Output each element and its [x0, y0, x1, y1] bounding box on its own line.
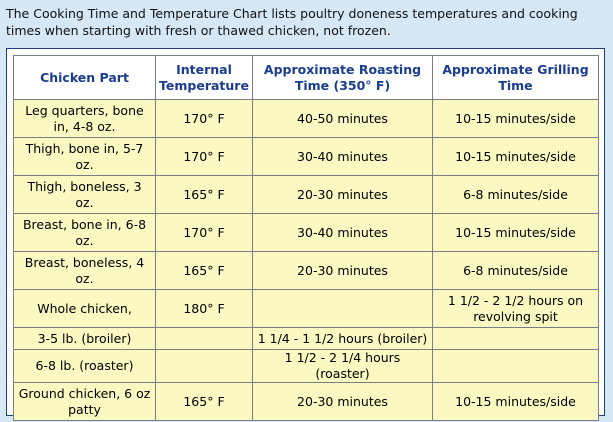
- cell-chicken-part: Breast, bone in, 6-8 oz.: [13, 213, 156, 252]
- cell-grilling-time: [432, 349, 599, 383]
- header-internal-temperature: Internal Temperature: [155, 55, 253, 100]
- header-chicken-part: Chicken Part: [13, 55, 156, 100]
- cell-chicken-part: Thigh, bone in, 5-7 oz.: [13, 137, 156, 176]
- table-row: Whole chicken, 180° F 1 1/2 - 2 1/2 hour…: [13, 289, 599, 328]
- table-row: 6-8 lb. (roaster) 1 1/2 - 2 1/4 hours (r…: [13, 349, 599, 383]
- cell-grilling-time: 6-8 minutes/side: [432, 251, 599, 290]
- cell-internal-temperature: 165° F: [155, 382, 253, 421]
- cell-roasting-time: 40-50 minutes: [252, 99, 433, 138]
- cell-grilling-time: 6-8 minutes/side: [432, 175, 599, 214]
- cell-internal-temperature: 170° F: [155, 137, 253, 176]
- cell-chicken-part: Ground chicken, 6 oz patty: [13, 382, 156, 421]
- cell-grilling-time: [432, 327, 599, 350]
- table-row: Thigh, boneless, 3 oz. 165° F 20-30 minu…: [13, 175, 599, 214]
- cell-roasting-time: [252, 289, 433, 328]
- cell-internal-temperature: 170° F: [155, 99, 253, 138]
- intro-text: The Cooking Time and Temperature Chart l…: [6, 6, 578, 38]
- cell-chicken-part: Breast, boneless, 4 oz.: [13, 251, 156, 290]
- cell-grilling-time: 10-15 minutes/side: [432, 137, 599, 176]
- cell-grilling-time: 10-15 minutes/side: [432, 382, 599, 421]
- cell-chicken-part: Thigh, boneless, 3 oz.: [13, 175, 156, 214]
- cell-roasting-time: 20-30 minutes: [252, 382, 433, 421]
- cell-roasting-time: 30-40 minutes: [252, 213, 433, 252]
- cell-internal-temperature: 165° F: [155, 175, 253, 214]
- cell-chicken-part: 3-5 lb. (broiler): [13, 327, 156, 350]
- cell-internal-temperature: 165° F: [155, 251, 253, 290]
- cell-chicken-part: 6-8 lb. (roaster): [13, 349, 156, 383]
- cell-roasting-time: 1 1/4 - 1 1/2 hours (broiler): [252, 327, 433, 350]
- cooking-chart-table: Chicken Part Internal Temperature Approx…: [13, 55, 599, 421]
- cell-roasting-time: 20-30 minutes: [252, 175, 433, 214]
- cell-chicken-part: Leg quarters, bone in, 4-8 oz.: [13, 99, 156, 138]
- cell-roasting-time: 30-40 minutes: [252, 137, 433, 176]
- cell-internal-temperature: 180° F: [155, 289, 253, 328]
- table-row: Breast, bone in, 6-8 oz. 170° F 30-40 mi…: [13, 213, 599, 252]
- chart-frame: Chicken Part Internal Temperature Approx…: [6, 48, 605, 421]
- table-row: Thigh, bone in, 5-7 oz. 170° F 30-40 min…: [13, 137, 599, 176]
- table-header-row: Chicken Part Internal Temperature Approx…: [13, 55, 599, 100]
- cell-internal-temperature: [155, 327, 253, 350]
- header-roasting-time: Approximate Roasting Time (350° F): [252, 55, 433, 100]
- table-row: Ground chicken, 6 oz patty 165° F 20-30 …: [13, 382, 599, 421]
- table-row: Leg quarters, bone in, 4-8 oz. 170° F 40…: [13, 99, 599, 138]
- table-row: 3-5 lb. (broiler) 1 1/4 - 1 1/2 hours (b…: [13, 327, 599, 350]
- table-row: Breast, boneless, 4 oz. 165° F 20-30 min…: [13, 251, 599, 290]
- header-grilling-time: Approximate Grilling Time: [432, 55, 599, 100]
- cell-grilling-time: 1 1/2 - 2 1/2 hours on revolving spit: [432, 289, 599, 328]
- cell-roasting-time: 20-30 minutes: [252, 251, 433, 290]
- cell-roasting-time: 1 1/2 - 2 1/4 hours (roaster): [252, 349, 433, 383]
- cell-internal-temperature: 170° F: [155, 213, 253, 252]
- cell-grilling-time: 10-15 minutes/side: [432, 213, 599, 252]
- cell-chicken-part: Whole chicken,: [13, 289, 156, 328]
- cell-internal-temperature: [155, 349, 253, 383]
- cell-grilling-time: 10-15 minutes/side: [432, 99, 599, 138]
